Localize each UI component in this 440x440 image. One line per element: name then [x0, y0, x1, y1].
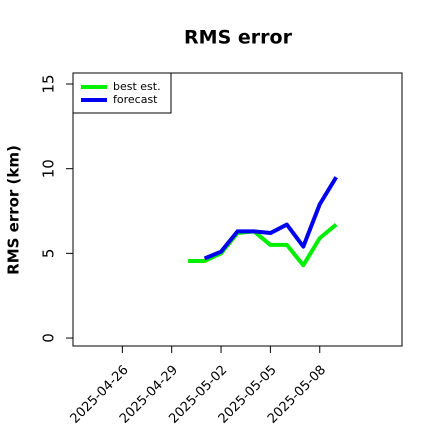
- y-tick-label: 15: [40, 74, 58, 93]
- legend-label: forecast: [113, 93, 158, 106]
- chart-title: RMS error: [184, 27, 293, 49]
- legend-box: [72, 72, 172, 114]
- y-tick-label: 0: [40, 333, 58, 343]
- y-tick-label: 10: [40, 159, 58, 178]
- plot-frame: [72, 72, 403, 347]
- series-line: [203, 176, 338, 261]
- legend-label: best est.: [113, 80, 161, 93]
- y-axis-label: RMS error (km): [5, 145, 23, 275]
- y-tick-label: 5: [40, 249, 58, 259]
